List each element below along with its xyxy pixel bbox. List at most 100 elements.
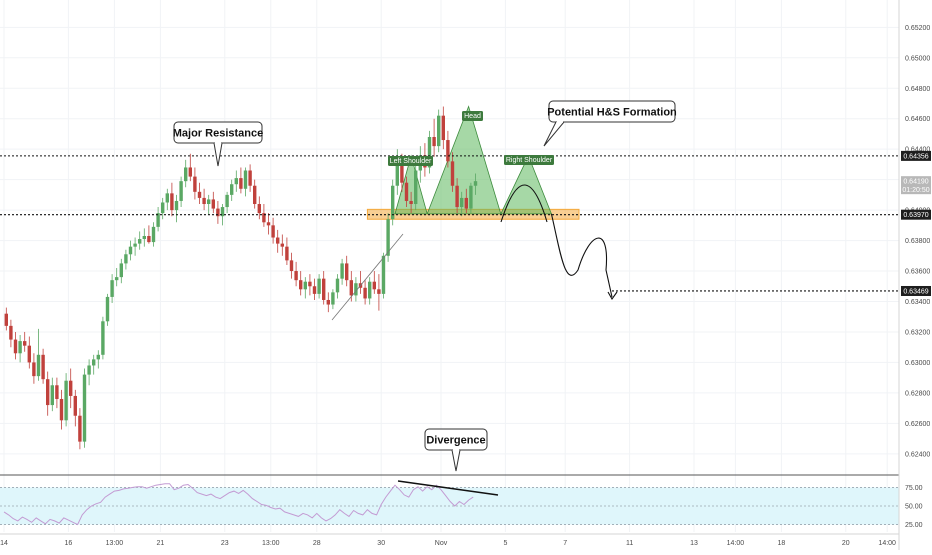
projection-arrow bbox=[607, 291, 618, 301]
candle-body bbox=[243, 170, 248, 189]
price-tick-label: 0.62400 bbox=[905, 451, 930, 458]
time-tick-label: 13 bbox=[690, 540, 698, 547]
price-axis: 0.65400 0.65200 0.65000 0.64800 0.64600 0.644… bbox=[898, 0, 931, 550]
candle-body bbox=[248, 170, 252, 186]
candle-body bbox=[473, 181, 478, 186]
candle-body bbox=[156, 213, 160, 227]
trend-line bbox=[331, 233, 404, 321]
candle-body bbox=[335, 278, 340, 293]
candle-body bbox=[87, 365, 91, 375]
candle-body bbox=[257, 204, 261, 214]
candle-body bbox=[165, 193, 169, 203]
right-shoulder-tag-box bbox=[504, 155, 554, 165]
candle-body bbox=[193, 176, 197, 192]
horizontal-levels bbox=[0, 155, 899, 292]
candle-body bbox=[69, 380, 73, 396]
candle-body bbox=[128, 246, 133, 255]
candle-body bbox=[234, 178, 238, 185]
candle-body bbox=[391, 185, 395, 220]
candle-body bbox=[161, 202, 165, 214]
candle-body bbox=[55, 385, 59, 399]
price-tick-label: 0.62800 bbox=[905, 390, 930, 397]
price-tick-label: 0.65400 bbox=[905, 0, 930, 1]
candle-body bbox=[18, 341, 22, 354]
candle-body bbox=[142, 236, 146, 240]
candle-body bbox=[427, 136, 432, 168]
candle-body bbox=[368, 281, 372, 299]
candle-body bbox=[23, 341, 27, 346]
candle-body bbox=[262, 213, 266, 223]
candle-body bbox=[197, 191, 202, 198]
candle-body bbox=[441, 115, 445, 141]
candle-body bbox=[432, 136, 436, 147]
candle-body bbox=[266, 222, 271, 226]
candle-body bbox=[409, 200, 413, 205]
current-price-countdown: 01:20:50 bbox=[902, 187, 929, 194]
time-tick-label: 14:00 bbox=[878, 540, 896, 547]
candle-body bbox=[331, 292, 335, 305]
candle-body bbox=[289, 260, 294, 272]
candle-body bbox=[59, 398, 64, 421]
candle-body bbox=[225, 194, 229, 208]
candle-body bbox=[276, 237, 280, 244]
candle-body bbox=[170, 193, 174, 211]
candle-body bbox=[400, 161, 404, 183]
rsi-line bbox=[3, 483, 474, 526]
candle-body bbox=[345, 263, 349, 281]
candle-body bbox=[151, 226, 156, 243]
candle-body bbox=[294, 271, 298, 281]
candle-body bbox=[280, 243, 284, 247]
candle-body bbox=[82, 374, 87, 442]
candle-body bbox=[124, 254, 128, 264]
candle-body bbox=[184, 167, 188, 182]
candle-body bbox=[92, 359, 96, 366]
price-tick-label: 0.64400 bbox=[905, 147, 930, 154]
current-price-tag-box bbox=[901, 176, 931, 195]
candle-body bbox=[211, 199, 215, 209]
time-tick-label: 7 bbox=[563, 540, 567, 547]
time-tick-label: 28 bbox=[313, 540, 321, 547]
time-tick-label: 16 bbox=[65, 540, 73, 547]
candle-body bbox=[381, 255, 386, 294]
time-tick-label: Nov bbox=[435, 540, 448, 547]
candle-body bbox=[317, 278, 321, 294]
candle-body bbox=[308, 281, 312, 287]
price-tick-label: 0.65000 bbox=[905, 55, 930, 62]
candle-body bbox=[105, 296, 110, 322]
candle-body bbox=[9, 325, 13, 340]
candle-body bbox=[460, 197, 464, 208]
candle-body bbox=[303, 281, 307, 290]
candle-body bbox=[133, 243, 137, 247]
candle-body bbox=[354, 283, 358, 296]
candle-body bbox=[202, 197, 206, 205]
price-tick-label: 0.63000 bbox=[905, 360, 930, 367]
candle-body bbox=[13, 339, 18, 354]
candle-body bbox=[446, 140, 450, 162]
candle-body bbox=[450, 161, 455, 186]
candle-body bbox=[64, 380, 68, 421]
right-shoulder-tag: Right Shoulder bbox=[506, 157, 553, 164]
candle-body bbox=[216, 208, 220, 217]
candle-body bbox=[207, 199, 211, 205]
candle-body bbox=[377, 289, 381, 294]
time-tick-label: 5 bbox=[503, 540, 507, 547]
candle-body bbox=[36, 354, 41, 377]
candle-body bbox=[363, 287, 367, 299]
time-tick-label: 20 bbox=[842, 540, 850, 547]
potential-hs-callout-box bbox=[548, 100, 676, 123]
candle-body bbox=[78, 415, 82, 442]
candle-body bbox=[312, 286, 317, 294]
candle-body bbox=[386, 219, 390, 256]
rsi-tick-label: 50.00 bbox=[905, 504, 923, 511]
candlesticks bbox=[4, 106, 478, 450]
candle-body bbox=[349, 280, 353, 296]
head-tag-box bbox=[462, 111, 483, 121]
price-tick-label: 0.63800 bbox=[905, 238, 930, 245]
major-resistance-callout: Major Resistance bbox=[173, 128, 263, 140]
candle-body bbox=[188, 167, 192, 177]
candle-body bbox=[414, 170, 418, 205]
candle-body bbox=[437, 115, 441, 147]
head-tag: Head bbox=[464, 113, 481, 120]
